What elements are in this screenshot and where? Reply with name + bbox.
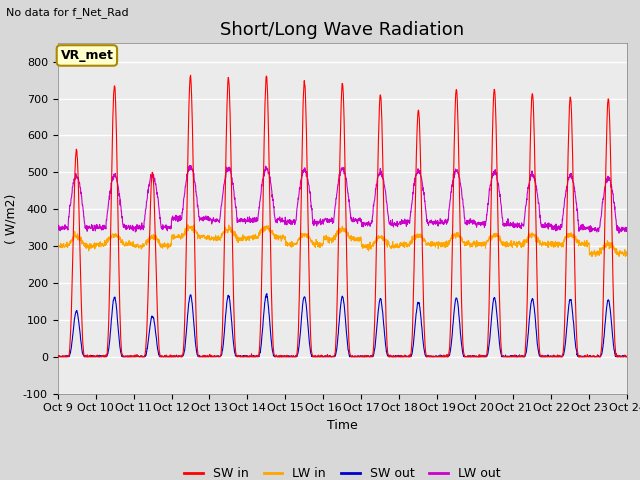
Title: Short/Long Wave Radiation: Short/Long Wave Radiation xyxy=(220,21,465,39)
Y-axis label: ( W/m2): ( W/m2) xyxy=(4,193,17,243)
X-axis label: Time: Time xyxy=(327,419,358,432)
Legend: SW in, LW in, SW out, LW out: SW in, LW in, SW out, LW out xyxy=(179,462,506,480)
Text: No data for f_Net_Rad: No data for f_Net_Rad xyxy=(6,7,129,18)
Text: VR_met: VR_met xyxy=(60,49,113,62)
